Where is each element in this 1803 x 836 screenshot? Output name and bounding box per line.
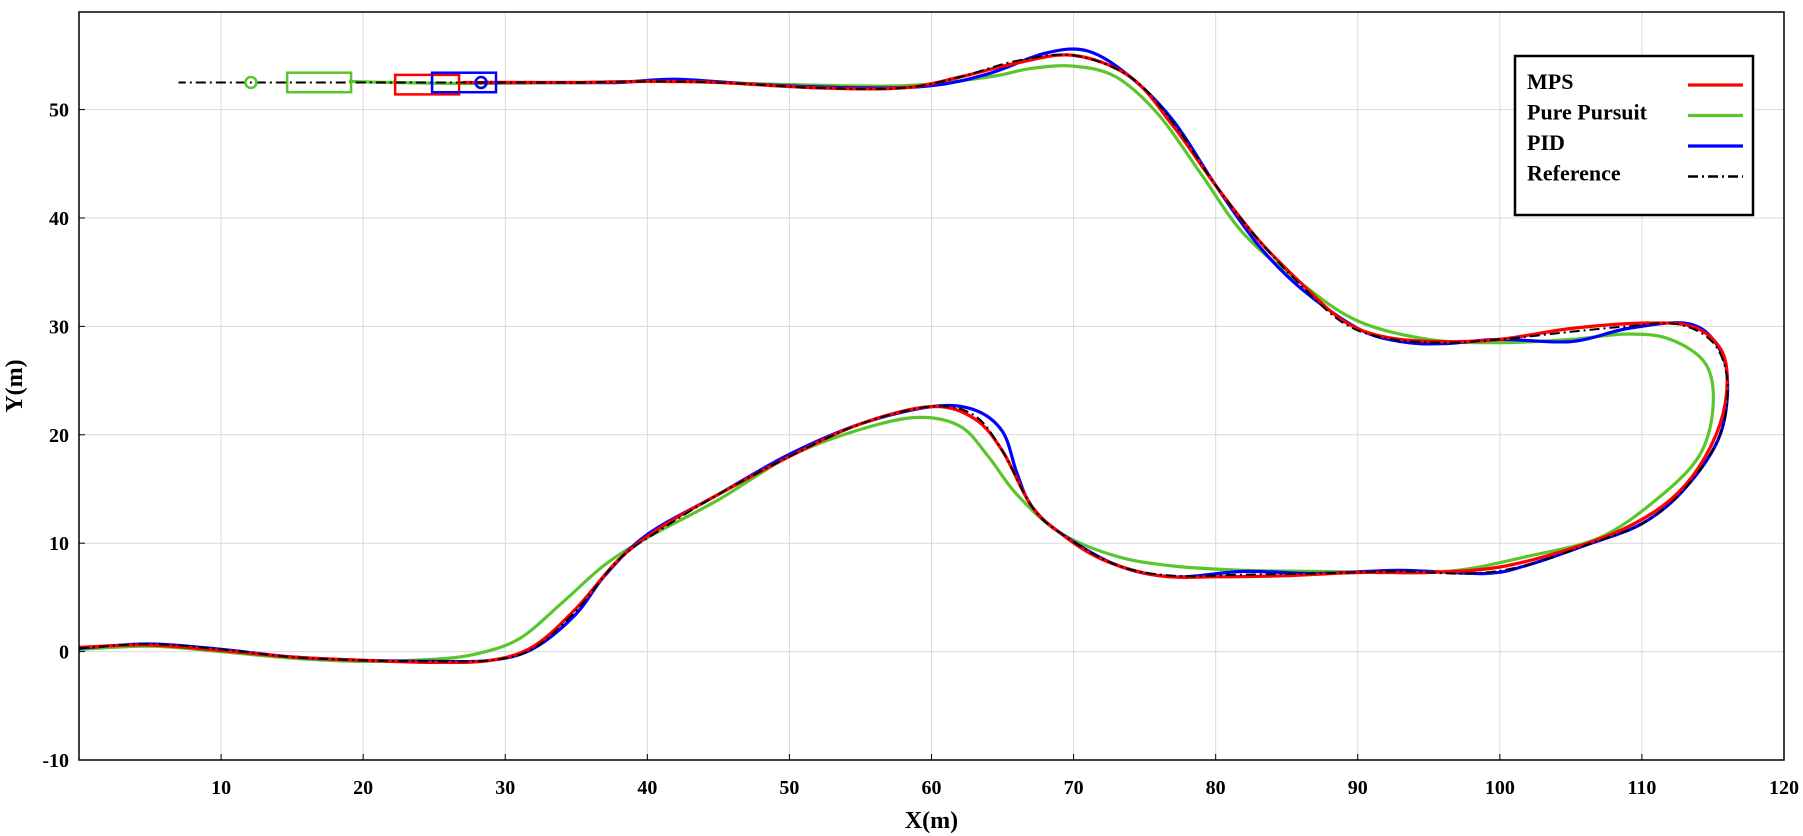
vehicle-circle-pure-pursuit-vehicle [244, 75, 258, 90]
y-tick-label: 10 [49, 533, 69, 555]
legend-box [1513, 54, 1755, 217]
vehicle-circle-pid-vehicle [474, 75, 488, 90]
y-tick-label: 30 [49, 316, 69, 338]
vehicle-box-pid-vehicle [430, 71, 498, 94]
series-lines [78, 47, 1730, 665]
x-tick-label: 40 [637, 777, 657, 799]
x-tick-label: 10 [211, 777, 231, 799]
x-tick-label: 70 [1064, 777, 1084, 799]
x-tick-label: 80 [1206, 777, 1226, 799]
y-tick-label: 20 [49, 425, 69, 447]
legend-label-pid: PID [1527, 130, 1565, 155]
legend-label-pure-pursuit: Pure Pursuit [1527, 100, 1648, 125]
vehicle-box-pure-pursuit-vehicle [285, 71, 353, 94]
series-line-reference [78, 53, 1729, 663]
x-tick-label: 90 [1348, 777, 1368, 799]
vehicle-box-mps-vehicle [393, 73, 461, 96]
vehicle-markers [244, 71, 498, 96]
legend-label-mps: MPS [1527, 69, 1573, 94]
legend-label-reference: Reference [1527, 161, 1621, 186]
y-tick-label: 50 [49, 100, 69, 122]
tick-labels: 10 20 30 40 50 60 70 80 90 100 110 120 -10 0 10 20 30 40 5… [42, 100, 1799, 799]
y-tick-label: 40 [49, 208, 69, 230]
x-tick-label: 30 [495, 777, 515, 799]
series-line-mps [78, 53, 1729, 665]
x-tick-label: 120 [1769, 777, 1799, 799]
x-tick-label: 50 [779, 777, 799, 799]
legend: MPS Pure Pursuit PID Reference [1513, 54, 1755, 217]
x-tick-label: 60 [922, 777, 942, 799]
x-tick-label: 100 [1485, 777, 1515, 799]
y-axis-label: Y(m) [2, 359, 28, 412]
x-axis-label: X(m) [905, 808, 958, 834]
x-tick-label: 110 [1627, 777, 1656, 799]
y-tick-label: -10 [42, 750, 69, 772]
y-tick-label: 0 [59, 642, 69, 664]
x-tick-label: 20 [353, 777, 373, 799]
